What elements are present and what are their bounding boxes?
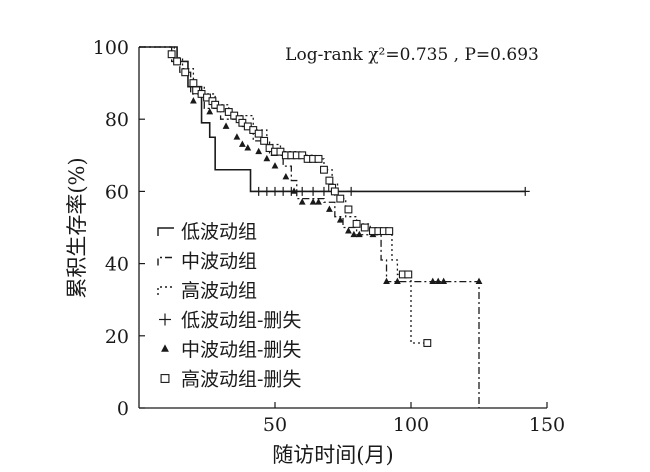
censor-marker — [233, 133, 241, 140]
legend-label: 中波动组-删失 — [181, 339, 301, 361]
y-tick-label: 80 — [105, 109, 129, 131]
censor-marker — [181, 68, 190, 77]
censor-marker — [350, 230, 358, 238]
censor-marker — [320, 165, 328, 174]
legend-item: 中波动组-删失 — [161, 339, 301, 361]
y-tick-label: 100 — [93, 37, 129, 59]
axes: 0 20 40 60 80 100 50 100 150 — [93, 37, 565, 436]
censor-marker — [297, 186, 307, 196]
y-tick-label: 0 — [117, 398, 129, 420]
censor-marker — [336, 216, 344, 223]
censor-marker — [315, 198, 322, 205]
censor-marker — [520, 186, 530, 196]
censor-marker — [355, 230, 363, 238]
censor-marker — [360, 223, 369, 232]
y-tick-label: 40 — [105, 254, 129, 276]
x-tick-label: 50 — [263, 414, 287, 436]
legend-label: 低波动组 — [181, 221, 257, 243]
legend-marker-swatch — [159, 313, 171, 326]
censor-marker — [344, 205, 353, 214]
censor-marker — [254, 129, 263, 138]
censor-marker — [263, 154, 271, 162]
legend-label: 高波动组-删失 — [181, 369, 301, 391]
legend-line-swatch — [157, 256, 174, 266]
censor-marker — [282, 172, 290, 180]
legend-label: 中波动组 — [181, 251, 257, 273]
series-2 — [139, 46, 483, 408]
legend-marker-swatch — [160, 374, 170, 383]
x-tick-label: 150 — [529, 414, 565, 436]
censor-marker — [260, 136, 269, 145]
censor-marker — [440, 277, 448, 285]
censor-marker — [222, 122, 230, 129]
series-1 — [139, 46, 530, 196]
plot-area — [139, 46, 530, 408]
censor-marker — [278, 186, 288, 196]
censor-marker — [325, 176, 334, 185]
censor-marker — [383, 277, 390, 285]
censor-marker — [429, 277, 437, 285]
censor-marker — [167, 50, 176, 59]
log-rank-annotation: Log-rank χ²=0.735 , P=0.693 — [285, 45, 539, 65]
survival-curve-line — [139, 46, 526, 193]
x-tick-label: 100 — [393, 414, 429, 436]
legend-item: 低波动组-删失 — [159, 310, 301, 332]
censor-marker — [270, 186, 280, 196]
censor-marker — [336, 194, 345, 203]
censor-marker — [254, 186, 264, 196]
legend-marker-swatch — [161, 344, 169, 352]
censor-marker — [385, 227, 394, 236]
censor-marker — [290, 187, 298, 194]
censor-marker — [319, 186, 329, 196]
censor-marker — [434, 277, 442, 285]
legend-line-swatch — [157, 286, 174, 295]
censor-marker — [404, 270, 413, 279]
censor-marker — [330, 187, 339, 196]
legend-line-swatch — [157, 227, 174, 236]
censor-marker — [308, 186, 318, 196]
censor-marker — [206, 107, 214, 115]
censor-marker — [271, 162, 279, 169]
censor-marker — [326, 205, 333, 212]
censor-marker — [189, 79, 198, 88]
censor-marker — [346, 186, 356, 196]
censor-marker — [173, 57, 182, 66]
y-tick-label: 20 — [105, 326, 129, 348]
censor-marker — [309, 198, 317, 205]
legend-label: 高波动组 — [181, 280, 257, 302]
legend-item: 高波动组 — [157, 280, 257, 302]
y-tick-label: 60 — [105, 181, 129, 203]
censor-marker — [216, 104, 225, 113]
censor-marker — [352, 219, 361, 228]
x-axis-label: 随访时间(月) — [272, 443, 393, 467]
y-axis-label: 累积生存率(%) — [65, 157, 89, 298]
censor-marker — [345, 227, 352, 234]
legend-item: 中波动组 — [157, 251, 257, 273]
censor-marker — [475, 277, 483, 285]
legend-item: 低波动组 — [157, 221, 257, 243]
censor-marker — [423, 339, 432, 347]
series-3 — [139, 46, 432, 347]
censor-marker — [314, 154, 323, 163]
censor-marker — [298, 198, 306, 205]
censor-marker — [238, 140, 246, 147]
censor-marker — [255, 147, 263, 155]
legend-label: 低波动组-删失 — [181, 310, 301, 332]
censor-marker — [244, 144, 252, 151]
legend-item: 高波动组-删失 — [160, 369, 301, 391]
censor-marker — [262, 186, 272, 196]
censor-marker — [394, 277, 401, 285]
censor-marker — [190, 97, 197, 104]
